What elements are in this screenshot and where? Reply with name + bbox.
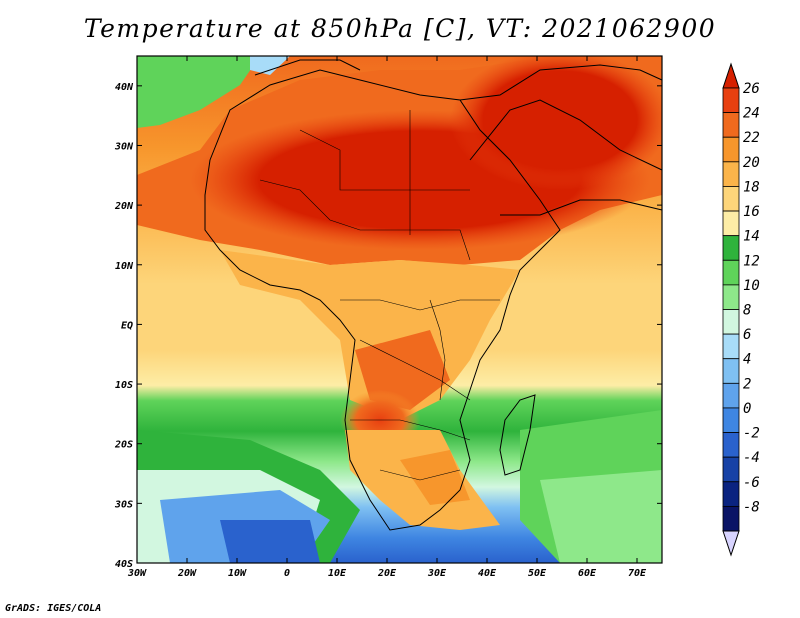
colorbar-swatch [722,382,740,409]
colorbar-label: 8 [743,303,751,319]
plot-frame [136,55,663,564]
coastlines [204,59,663,531]
colorbar-label: 16 [743,204,760,220]
colorbar-swatch [722,284,740,310]
colorbar-swatch [722,309,740,335]
colorbar-label: 26 [743,81,760,97]
colorbar-swatch [722,186,740,212]
colorbar-swatch [722,210,740,237]
colorbar-label: -6 [743,475,760,491]
lon-tick-label: 50E [528,568,547,579]
colorbar-bottom-arrow [722,530,740,557]
axis-ticks: 30W 20W 10W 0 10E 20E 30E 40E 50E 60E 70E 40N 30N 20N… [114,56,662,579]
colorbar-swatch [722,235,740,261]
country-borders [259,110,500,481]
colorbar-swatch [722,505,740,532]
colorbar-label: -8 [743,499,760,515]
lon-tick-label: 10E [328,568,347,579]
colorbar-swatch [722,87,740,114]
lon-tick-label: 30W [127,568,147,579]
colorbar-label: 12 [743,253,760,269]
colorbar-top-arrow [722,62,740,89]
colorbar-label: 10 [743,278,760,294]
lon-tick-label: 70E [628,568,647,579]
lat-tick-label: 30N [114,141,134,152]
colorbar-label: 0 [743,401,751,417]
colorbar-swatch [722,161,740,187]
colorbar-swatch [722,407,740,433]
lon-tick-label: 20E [377,568,397,579]
lat-tick-label: EQ [121,320,133,331]
colorbar-label: 14 [743,229,760,245]
lon-tick-label: 0 [284,568,290,579]
lat-tick-label: 40S [115,559,133,570]
colorbar-label: 24 [743,106,760,122]
lon-tick-label: 40E [478,568,497,579]
lat-tick-label: 30S [114,499,133,510]
colorbar-swatch [722,333,740,360]
lat-tick-label: 10N [115,261,134,272]
field-layer [137,56,662,563]
colorbar-swatch [722,481,740,507]
map-title: Temperature at 850hPa [C], VT: 202106290… [83,14,717,43]
colorbar-label: 18 [743,179,760,195]
lon-tick-label: 20W [177,568,197,579]
colorbar-swatch [722,432,740,458]
colorbar-swatch [722,456,740,483]
lon-tick-label: 60E [578,568,597,579]
colorbar-label: 22 [743,130,760,146]
colorbar-label: 2 [743,376,751,392]
lat-tick-label: 20S [114,440,133,451]
colorbar-swatch [722,112,740,138]
lat-tick-label: 10S [115,380,133,391]
colorbar-label: 20 [743,155,760,171]
colorbar-label: 6 [743,327,751,343]
colorbar-swatch [722,136,740,163]
grads-credit: GrADS: IGES/COLA [5,603,102,614]
colorbar-swatch [722,259,740,286]
colorbar-label: -4 [743,450,760,466]
lat-tick-label: 40N [115,82,134,93]
colorbar-swatch [722,358,740,384]
lon-tick-label: 10W [228,568,247,579]
lat-tick-label: 20N [114,201,134,212]
colorbar-label: -2 [743,426,760,442]
lon-tick-label: 30E [427,568,447,579]
colorbar-label: 4 [743,352,751,368]
